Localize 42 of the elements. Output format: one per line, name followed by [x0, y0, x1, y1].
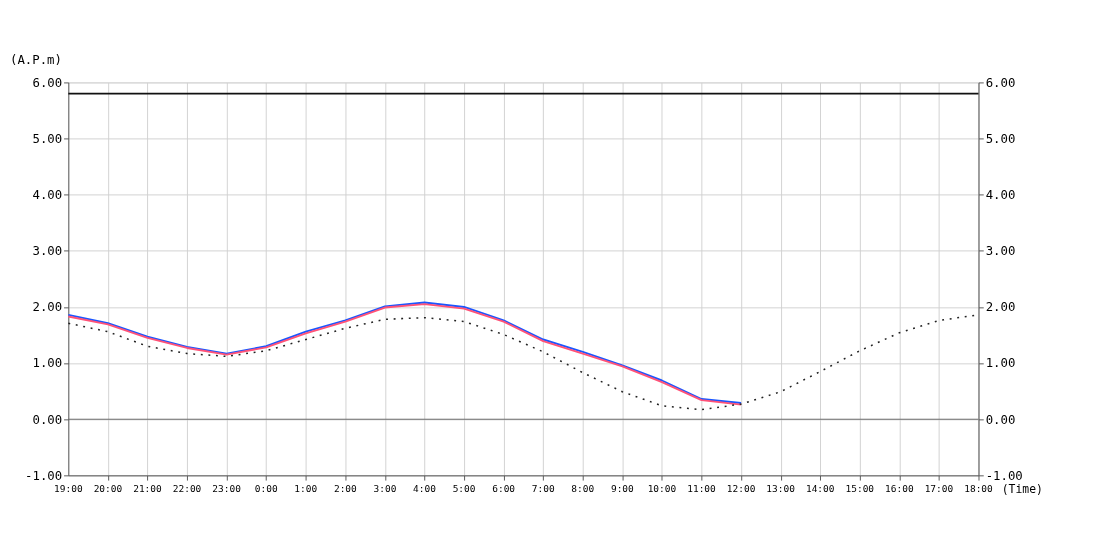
y2-tick-label: 1.00 — [985, 356, 1016, 371]
y2-tick-label: 5.00 — [985, 131, 1016, 146]
x-tick-label: 21:00 — [133, 482, 163, 494]
y2-tick-label: 6.00 — [985, 75, 1016, 90]
y-tick-label: 1.00 — [32, 356, 63, 371]
x-tick-label: 22:00 — [172, 482, 202, 494]
x-tick-label: 23:00 — [212, 482, 242, 494]
x-tick-label: 5:00 — [452, 482, 476, 494]
x-tick-label: 16:00 — [885, 482, 914, 494]
x-tick-label: 3:00 — [373, 482, 397, 494]
x-tick-label: 6:00 — [492, 482, 516, 494]
x-tick-label: 2:00 — [333, 482, 358, 494]
x-tick-label: 12:00 — [726, 482, 756, 494]
y-tick-label: 3.00 — [32, 244, 63, 259]
y-tick-label: 2.00 — [32, 300, 63, 315]
y2-tick-label: 2.00 — [985, 300, 1016, 315]
y-axis-title: (A.P.m) — [9, 52, 62, 67]
x-tick-label: 14:00 — [805, 482, 835, 494]
x-tick-label: 8:00 — [571, 482, 595, 494]
x-tick-label: 11:00 — [687, 482, 717, 494]
y-tick-label: 4.00 — [32, 187, 63, 202]
x-tick-label: 20:00 — [93, 482, 123, 494]
x-tick-label: 4:00 — [413, 482, 437, 494]
x-tick-label: 18:00 — [964, 482, 994, 494]
y2-tick-label: 4.00 — [985, 187, 1016, 202]
y2-tick-label: 0.00 — [985, 412, 1016, 427]
x-tick-label: 10:00 — [647, 482, 677, 494]
y-tick-label: -1.00 — [25, 468, 63, 483]
x-tick-label: 9:00 — [610, 482, 635, 494]
x-tick-label: 0:00 — [254, 482, 278, 494]
y-tick-label: 6.00 — [32, 75, 63, 90]
x-tick-label: 17:00 — [924, 482, 954, 494]
y2-tick-label: 3.00 — [985, 244, 1016, 259]
x-tick-label: 1:00 — [294, 482, 318, 494]
x-tick-label: 15:00 — [845, 482, 875, 494]
y-tick-label: 0.00 — [32, 412, 63, 427]
y2-tick-label: -1.00 — [985, 468, 1023, 483]
x-tick-label: 13:00 — [766, 482, 796, 494]
x-tick-label: 19:00 — [54, 482, 83, 494]
x-axis-title: (Time) — [1001, 481, 1043, 496]
x-tick-label: 7:00 — [531, 482, 555, 494]
y-tick-label: 5.00 — [32, 131, 63, 146]
